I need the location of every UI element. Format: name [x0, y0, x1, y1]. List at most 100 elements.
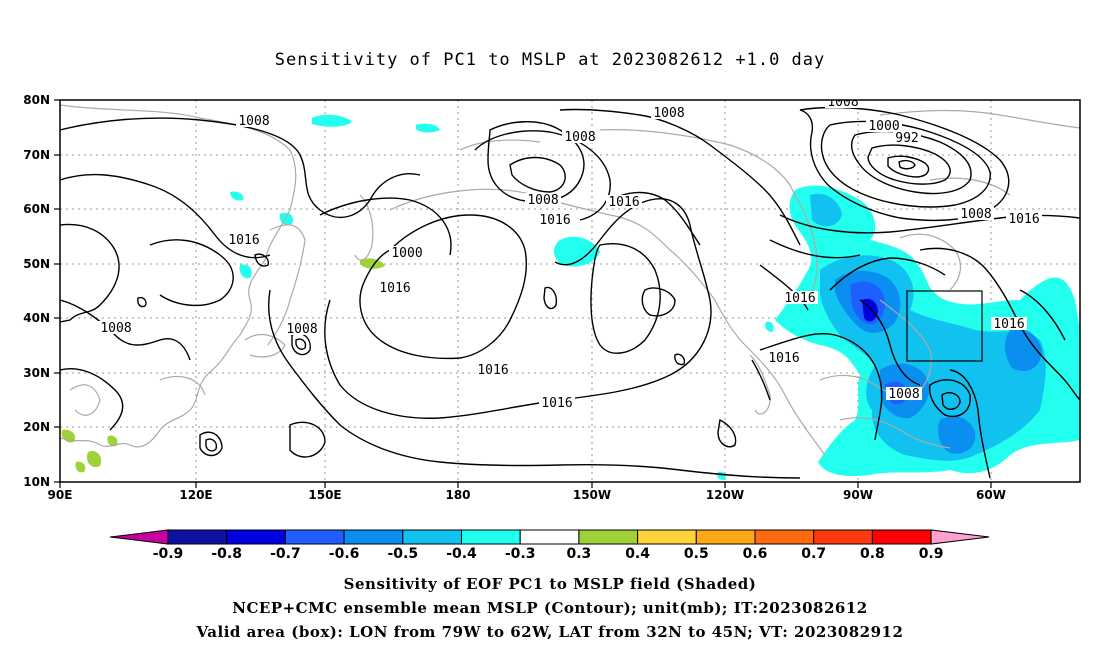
- colorbar-swatch: [754, 529, 815, 545]
- colorbar-swatch: [871, 529, 932, 545]
- lon-tick-label: 120W: [706, 488, 744, 502]
- colorbar-label: -0.3: [505, 546, 536, 562]
- contour-label: 1000: [391, 246, 422, 261]
- contour-label: 1008: [238, 114, 269, 129]
- contour-label: 1008: [888, 387, 919, 402]
- colorbar-swatch: [461, 529, 521, 545]
- gridlines: [60, 100, 1080, 482]
- colorbar-label: 0.7: [801, 546, 826, 562]
- contour-label-bg: [782, 291, 818, 304]
- colorbar-label: 0.5: [684, 546, 709, 562]
- contour-label-bg: [825, 100, 861, 108]
- contour-label: 1016: [539, 213, 570, 228]
- colorbar-swatch: [519, 529, 580, 545]
- sensitivity-shading: [61, 114, 1080, 480]
- colorbar: -0.9 -0.8 -0.7 -0.6 -0.5 -0.4 -0.3 0.3 0.4 0.5 0.6…: [109, 529, 990, 562]
- contour-label: 1008: [286, 322, 317, 337]
- contour-label-bg: [537, 213, 573, 226]
- contour-label-bg: [98, 321, 134, 334]
- colorbar-right-tip: [930, 529, 990, 545]
- lat-tick-label: 10N: [23, 475, 50, 489]
- lat-tick-label: 50N: [23, 257, 50, 271]
- colorbar-swatch: [226, 529, 286, 545]
- colorbar-swatch: [343, 529, 404, 545]
- contour-label-bg: [377, 281, 413, 294]
- colorbar-swatch: [813, 529, 873, 545]
- contour-label-bg: [606, 195, 642, 208]
- contour-label: 1016: [993, 317, 1024, 332]
- latitude-ticks: 80N 70N 60N 50N 40N 30N 20N 10N: [23, 93, 60, 489]
- contour-label: 1016: [379, 281, 410, 296]
- contour-label: 1016: [784, 291, 815, 306]
- colorbar-label: 0.4: [625, 546, 650, 562]
- contour-label: 1016: [768, 351, 799, 366]
- lat-tick-label: 40N: [23, 311, 50, 325]
- colorbar-label: -0.7: [270, 546, 301, 562]
- lon-tick-label: 90E: [48, 488, 73, 502]
- colorbar-swatch: [167, 529, 228, 545]
- contour-label-bg: [991, 317, 1027, 330]
- map-area: 1008 1016 1016 1008 1008 1016 1008 1008 1016 1000…: [60, 95, 1080, 482]
- colorbar-label: -0.6: [329, 546, 360, 562]
- contour-label-bg: [475, 363, 511, 376]
- contour-label: 1016: [228, 233, 259, 248]
- contour-label-bg: [284, 322, 320, 335]
- lat-tick-label: 30N: [23, 366, 50, 380]
- lat-tick-label: 60N: [23, 202, 50, 216]
- coastlines: [60, 104, 1080, 456]
- colorbar-label: -0.5: [387, 546, 418, 562]
- contour-label: 992: [895, 131, 918, 146]
- colorbar-label: 0.3: [566, 546, 591, 562]
- colorbar-label: -0.4: [446, 546, 477, 562]
- caption-line-2: NCEP+CMC ensemble mean MSLP (Contour); u…: [232, 599, 868, 617]
- contour-label-bg: [539, 396, 575, 409]
- colorbar-label: 0.8: [860, 546, 885, 562]
- contour-label-bg: [236, 114, 272, 127]
- contour-label-bg: [389, 246, 425, 259]
- colorbar-label: 0.9: [919, 546, 944, 562]
- contour-label-bg: [886, 387, 922, 400]
- caption-line-3: Valid area (box): LON from 79W to 62W, L…: [196, 623, 904, 641]
- contour-label: 1008: [564, 130, 595, 145]
- colorbar-label: 0.6: [743, 546, 768, 562]
- contour-label: 1016: [477, 363, 508, 378]
- contour-label: 1008: [827, 95, 858, 110]
- contour-label-bg: [958, 207, 994, 220]
- lon-tick-label: 180: [445, 488, 470, 502]
- caption-line-1: Sensitivity of EOF PC1 to MSLP field (Sh…: [343, 575, 757, 593]
- contour-label: 1008: [527, 193, 558, 208]
- colorbar-label: -0.9: [153, 546, 184, 562]
- contour-label: 1008: [960, 207, 991, 222]
- colorbar-swatch: [284, 529, 345, 545]
- contour-label-bg: [766, 351, 802, 364]
- contour-label-bg: [1006, 212, 1042, 225]
- contour-label-bg: [562, 130, 598, 143]
- contour-label: 1008: [100, 321, 131, 336]
- colorbar-swatch: [695, 529, 756, 545]
- contour-labels: 1008 1016 1016 1008 1008 1016 1008 1008 1016 1000…: [98, 95, 1042, 411]
- contour-label-bg: [525, 193, 561, 206]
- colorbar-swatch: [637, 529, 697, 545]
- contour-label: 1000: [868, 119, 899, 134]
- lon-tick-label: 150W: [573, 488, 611, 502]
- lat-tick-label: 70N: [23, 148, 50, 162]
- map-title: Sensitivity of PC1 to MSLP at 2023082612…: [274, 50, 826, 70]
- contour-label: 1016: [1008, 212, 1039, 227]
- colorbar-left-tip: [109, 529, 169, 545]
- contour-label: 1008: [653, 106, 684, 121]
- mslp-contours: [60, 106, 1080, 479]
- colorbar-swatch: [402, 529, 462, 545]
- contour-label: 1016: [541, 396, 572, 411]
- lat-tick-label: 20N: [23, 420, 50, 434]
- colorbar-label: -0.8: [211, 546, 242, 562]
- plot-frame: [59, 99, 1081, 483]
- contour-label: 1016: [608, 195, 639, 210]
- valid-area-box: [906, 290, 983, 362]
- contour-label-bg: [226, 233, 262, 246]
- contour-label-bg: [893, 131, 921, 144]
- colorbar-swatch: [578, 529, 639, 545]
- longitude-ticks: 90E 120E 150E 180 150W 120W 90W 60W: [48, 482, 1006, 502]
- lon-tick-label: 60W: [976, 488, 1006, 502]
- contour-label-bg: [651, 106, 687, 119]
